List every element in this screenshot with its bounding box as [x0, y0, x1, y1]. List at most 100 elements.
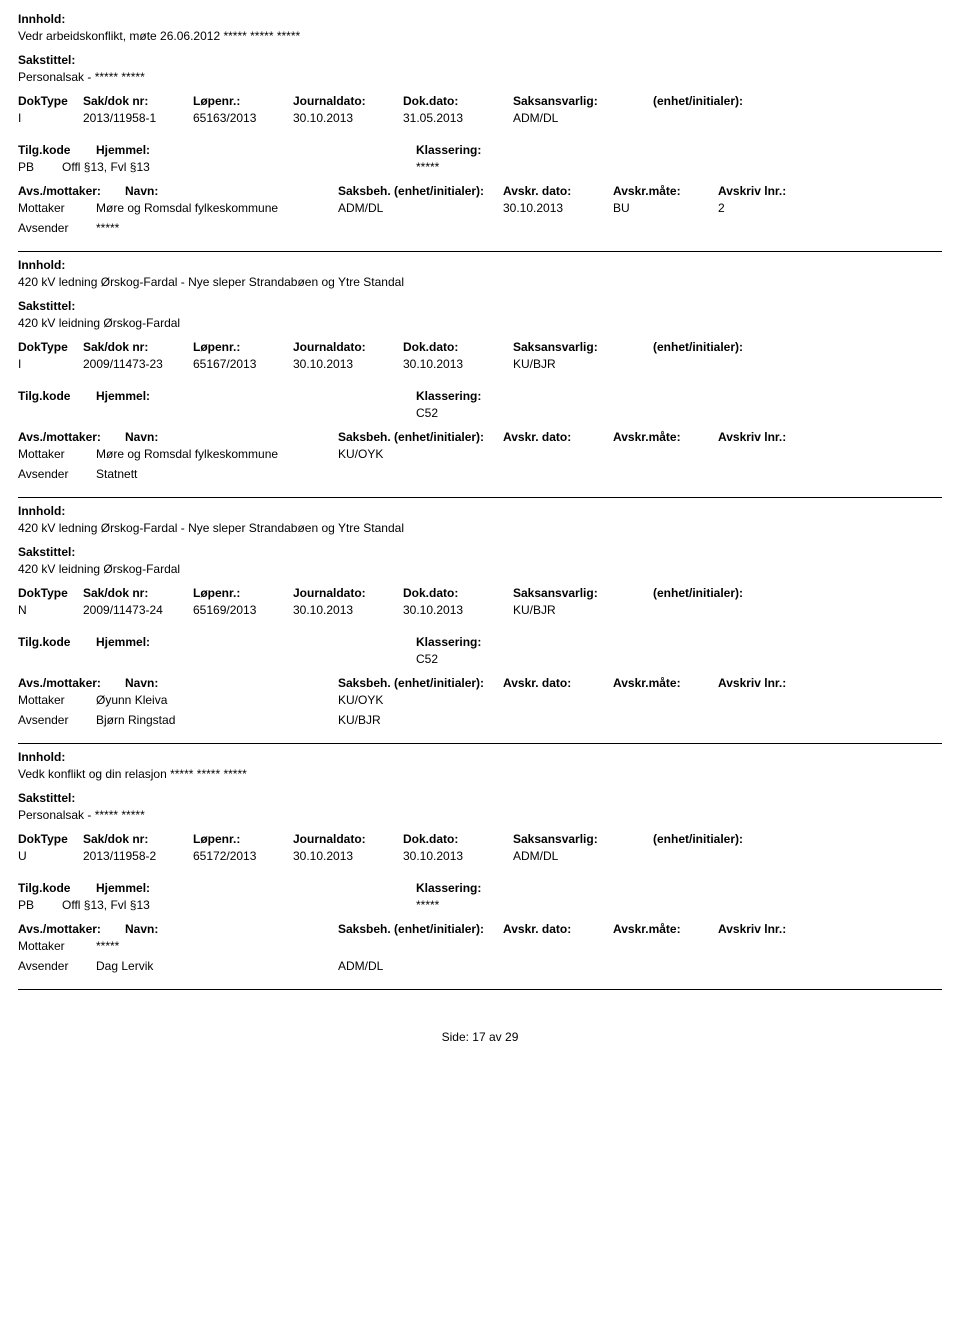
party-row: Avsender*****: [18, 221, 942, 235]
hjemmel-label: Hjemmel:: [96, 143, 416, 157]
saknr-value: 2009/11473-24: [83, 603, 193, 617]
innhold-label: Innhold:: [18, 258, 942, 272]
klassering-label: Klassering:: [416, 389, 481, 403]
party-saksbeh: KU/BJR: [338, 713, 503, 727]
avskrlnr-label: Avskriv lnr.:: [718, 922, 803, 936]
party-saksbeh: ADM/DL: [338, 201, 503, 215]
party-rolle: Avsender: [18, 221, 96, 235]
innhold-value: Vedr arbeidskonflikt, møte 26.06.2012 **…: [18, 29, 942, 43]
saksansvarlig-value: ADM/DL: [513, 111, 653, 125]
doktype-label: DokType: [18, 586, 83, 600]
tilgkode-label: Tilg.kode: [18, 635, 96, 649]
doktype-value: N: [18, 603, 83, 617]
journaldato-value: 30.10.2013: [293, 357, 403, 371]
klassering-value: *****: [416, 898, 439, 912]
party-row: MottakerØyunn KleivaKU/OYK: [18, 693, 942, 707]
avskrlnr-label: Avskriv lnr.:: [718, 676, 803, 690]
party-navn: Møre og Romsdal fylkeskommune: [96, 447, 338, 461]
innhold-label: Innhold:: [18, 750, 942, 764]
records-container: Innhold: Vedr arbeidskonflikt, møte 26.06…: [18, 6, 942, 990]
enhet-label: (enhet/initialer):: [653, 832, 793, 846]
av-label: av: [489, 1030, 502, 1044]
klassering-label: Klassering:: [416, 881, 481, 895]
party-avskrmate: [613, 959, 718, 973]
party-avskrmate: [613, 221, 718, 235]
tilgkode-label: Tilg.kode: [18, 143, 96, 157]
tilgkode-value: PB: [18, 160, 62, 174]
page-current: 17: [472, 1030, 485, 1044]
party-saksbeh: [338, 221, 503, 235]
innhold-label: Innhold:: [18, 504, 942, 518]
saksbeh-enhet-label: (enhet/initialer):: [394, 676, 484, 690]
klassering-label: Klassering:: [416, 635, 481, 649]
journaldato-label: Journaldato:: [293, 832, 403, 846]
party-avskrlnr: [718, 959, 803, 973]
party-rolle: Mottaker: [18, 201, 96, 215]
enhet-label: (enhet/initialer):: [653, 94, 793, 108]
sakstittel-value: Personalsak - ***** *****: [18, 70, 942, 84]
party-header-row: Avs./mottaker:Navn:Saksbeh. (enhet/initi…: [18, 184, 942, 198]
lopenr-value: 65167/2013: [193, 357, 293, 371]
meta-value-row: N2009/11473-2465169/201330.10.201330.10.…: [18, 603, 942, 617]
journaldato-value: 30.10.2013: [293, 603, 403, 617]
party-navn: Dag Lervik: [96, 959, 338, 973]
hjemmel-label: Hjemmel:: [96, 635, 416, 649]
party-avskrdato: 30.10.2013: [503, 201, 613, 215]
doktype-value: I: [18, 111, 83, 125]
party-avskrlnr: [718, 221, 803, 235]
sakstittel-value: 420 kV leidning Ørskog-Fardal: [18, 316, 942, 330]
party-avskrlnr: [718, 447, 803, 461]
saknr-label: Sak/dok nr:: [83, 586, 193, 600]
saksbeh-enhet-label: (enhet/initialer):: [394, 430, 484, 444]
hjemmel-label: Hjemmel:: [96, 389, 416, 403]
party-avskrdato: [503, 713, 613, 727]
hjemmel-value: Offl §13, Fvl §13: [62, 898, 416, 912]
doktype-label: DokType: [18, 340, 83, 354]
party-row: MottakerMøre og Romsdal fylkeskommuneADM…: [18, 201, 942, 215]
avskrmate-label: Avskr.måte:: [613, 676, 718, 690]
journaldato-value: 30.10.2013: [293, 111, 403, 125]
journaldato-label: Journaldato:: [293, 586, 403, 600]
meta-header-row: DokTypeSak/dok nr:Løpenr.:Journaldato:Do…: [18, 586, 942, 600]
saksbeh-enhet-label: (enhet/initialer):: [394, 184, 484, 198]
saksbeh-label: Saksbeh. (enhet/initialer):: [338, 922, 503, 936]
party-rolle: Avsender: [18, 713, 96, 727]
doktype-label: DokType: [18, 832, 83, 846]
avskrdato-label: Avskr. dato:: [503, 676, 613, 690]
party-navn: Møre og Romsdal fylkeskommune: [96, 201, 338, 215]
klassering-value: *****: [416, 160, 439, 174]
party-row: MottakerMøre og Romsdal fylkeskommuneKU/…: [18, 447, 942, 461]
navn-label: Navn:: [125, 922, 338, 936]
sakstittel-value: 420 kV leidning Ørskog-Fardal: [18, 562, 942, 576]
avsmottaker-label: Avs./mottaker:: [18, 430, 125, 444]
party-rolle: Mottaker: [18, 693, 96, 707]
party-avskrmate: [613, 693, 718, 707]
saknr-label: Sak/dok nr:: [83, 832, 193, 846]
saksbeh-label: Saksbeh. (enhet/initialer):: [338, 676, 503, 690]
party-avskrmate: [613, 939, 718, 953]
party-navn: Statnett: [96, 467, 338, 481]
meta-header-row: DokTypeSak/dok nr:Løpenr.:Journaldato:Do…: [18, 832, 942, 846]
avskrlnr-label: Avskriv lnr.:: [718, 184, 803, 198]
dokdato-value: 30.10.2013: [403, 849, 513, 863]
party-saksbeh: KU/OYK: [338, 447, 503, 461]
journal-record: Innhold: Vedr arbeidskonflikt, møte 26.06…: [18, 6, 942, 252]
avskrmate-label: Avskr.måte:: [613, 430, 718, 444]
innhold-label: Innhold:: [18, 12, 942, 26]
dokdato-label: Dok.dato:: [403, 832, 513, 846]
party-rolle: Mottaker: [18, 447, 96, 461]
avskrmate-label: Avskr.måte:: [613, 184, 718, 198]
party-avskrlnr: [718, 939, 803, 953]
journaldato-label: Journaldato:: [293, 340, 403, 354]
journaldato-label: Journaldato:: [293, 94, 403, 108]
avskrdato-label: Avskr. dato:: [503, 430, 613, 444]
saknr-label: Sak/dok nr:: [83, 340, 193, 354]
saknr-value: 2013/11958-2: [83, 849, 193, 863]
meta-header-row: DokTypeSak/dok nr:Løpenr.:Journaldato:Do…: [18, 94, 942, 108]
dokdato-label: Dok.dato:: [403, 340, 513, 354]
saksbeh-label: Saksbeh. (enhet/initialer):: [338, 184, 503, 198]
avsmottaker-label: Avs./mottaker:: [18, 922, 125, 936]
lopenr-value: 65172/2013: [193, 849, 293, 863]
party-header-row: Avs./mottaker:Navn:Saksbeh. (enhet/initi…: [18, 430, 942, 444]
klassering-value: C52: [416, 652, 438, 666]
